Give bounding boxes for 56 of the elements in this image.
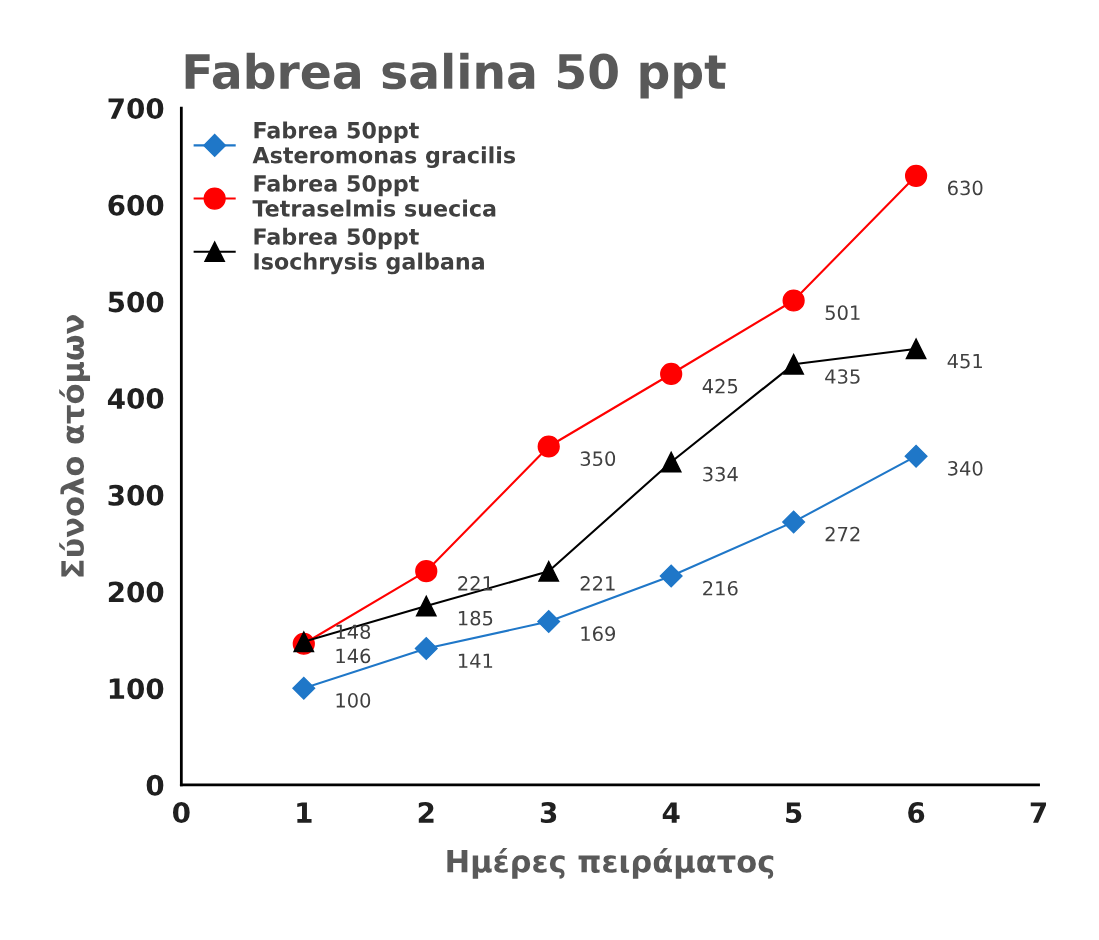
data-label: 221 <box>580 576 615 591</box>
data-label: 169 <box>581 626 616 642</box>
point <box>905 338 927 360</box>
y-tick-label: 300 <box>108 484 164 506</box>
y-tick-label: 0 <box>146 774 164 796</box>
point <box>659 564 683 588</box>
data-label: 141 <box>458 653 493 668</box>
y-tick-label: 600 <box>108 194 164 216</box>
point <box>660 451 682 473</box>
data-label: 451 <box>947 353 982 369</box>
x-tick-label: 5 <box>786 802 802 824</box>
y-tick-label: 100 <box>109 678 164 700</box>
data-label: 185 <box>458 610 493 626</box>
point <box>782 289 805 312</box>
y-tick-label: 200 <box>108 581 164 603</box>
point <box>537 435 560 458</box>
data-label: 435 <box>825 369 860 384</box>
point <box>782 510 806 534</box>
data-label: 272 <box>825 526 860 542</box>
point <box>537 610 561 633</box>
x-axis-title: Ημέρες πειράματος <box>447 847 774 879</box>
point <box>904 164 928 187</box>
x-tick-label: 4 <box>662 802 680 823</box>
y-axis-title: Σύνολο ατόμων <box>59 315 91 577</box>
data-label: 146 <box>336 648 371 664</box>
data-label: 501 <box>825 305 860 321</box>
y-tick-label: 700 <box>108 98 164 120</box>
x-tick-label: 0 <box>173 802 190 824</box>
point <box>904 444 928 468</box>
chart-title: Fabrea salina 50 ppt <box>185 52 726 99</box>
legend-label: Fabrea 50ppt Isochrysis galbana <box>254 227 484 275</box>
point <box>783 353 805 375</box>
data-label: 340 <box>948 460 983 476</box>
data-label: 100 <box>336 693 371 708</box>
data-label: 221 <box>458 576 493 591</box>
point <box>415 560 438 583</box>
data-label: 148 <box>336 624 371 640</box>
x-tick-label: 1 <box>297 802 312 823</box>
data-label: 334 <box>703 466 738 482</box>
point <box>414 637 438 661</box>
data-label: 216 <box>703 580 738 596</box>
point <box>538 560 560 582</box>
y-tick-label: 500 <box>108 291 164 313</box>
legend-label: Fabrea 50ppt Asteromonas gracilis <box>252 121 516 168</box>
data-label: 425 <box>702 378 738 394</box>
data-label: 630 <box>948 180 983 196</box>
point <box>415 595 437 617</box>
point <box>292 676 316 700</box>
x-tick-label: 6 <box>908 802 925 824</box>
x-tick-label: 3 <box>540 802 557 824</box>
y-tick-label: 400 <box>107 388 164 410</box>
x-tick-label: 7 <box>1030 802 1047 823</box>
legend-label: Fabrea 50ppt Tetraselmis suecica <box>252 174 496 217</box>
x-tick-label: 2 <box>418 802 434 823</box>
data-label: 350 <box>580 451 616 467</box>
point <box>660 362 683 386</box>
